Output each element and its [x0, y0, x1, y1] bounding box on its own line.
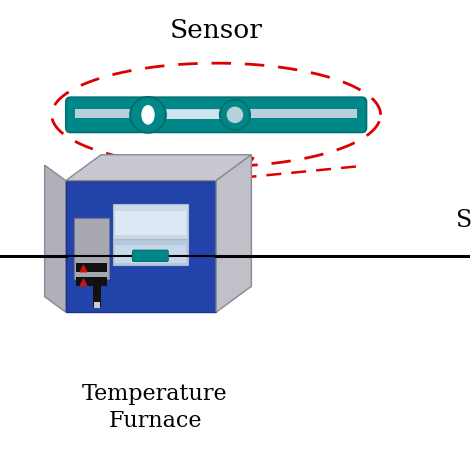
FancyBboxPatch shape — [66, 97, 366, 132]
FancyBboxPatch shape — [133, 250, 168, 262]
Bar — [115, 211, 186, 235]
Text: Sensor: Sensor — [170, 18, 263, 43]
Polygon shape — [216, 155, 251, 312]
Bar — [75, 109, 357, 118]
Text: Furnace: Furnace — [109, 410, 202, 432]
Bar — [113, 204, 188, 239]
Text: S: S — [456, 209, 472, 232]
Polygon shape — [45, 165, 66, 312]
Polygon shape — [66, 155, 251, 181]
Bar — [74, 218, 109, 279]
Bar — [76, 263, 107, 272]
Circle shape — [220, 100, 250, 130]
Circle shape — [130, 97, 166, 133]
Point — [79, 264, 86, 271]
Ellipse shape — [141, 105, 155, 125]
Text: Temperature: Temperature — [82, 383, 228, 405]
Bar — [93, 302, 100, 309]
Bar — [157, 110, 228, 119]
Bar — [115, 245, 186, 263]
Circle shape — [227, 107, 243, 123]
Bar — [113, 239, 188, 265]
Point — [79, 278, 86, 285]
Bar — [93, 280, 100, 308]
Bar — [76, 277, 107, 286]
Bar — [66, 181, 216, 312]
